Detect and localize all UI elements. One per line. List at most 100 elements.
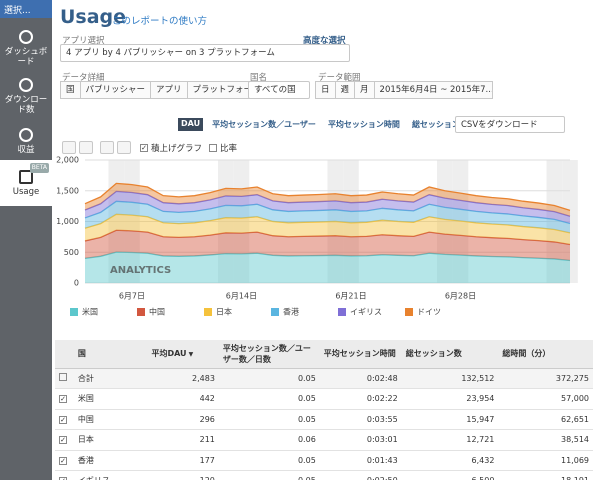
table-cell: 62,651 — [498, 409, 593, 430]
checkbox-cell — [55, 368, 74, 389]
table-cell: 120 — [147, 470, 219, 480]
checkbox[interactable]: ✓ — [59, 436, 67, 445]
table-cell: 0.05 — [218, 470, 320, 480]
table-cell: 0:02:50 — [319, 470, 402, 480]
legend-label: 米国 — [82, 307, 98, 317]
option-button[interactable]: 月 — [355, 81, 375, 99]
x-tick-label: 6月7日 — [119, 292, 145, 301]
select-button[interactable]: 選択... — [0, 0, 52, 18]
header-cell[interactable]: 平均DAU — [147, 340, 219, 369]
table-cell: 0:02:22 — [319, 388, 402, 410]
nav-revenue[interactable]: 収益 — [0, 128, 52, 155]
checkbox-cell: ✓ — [55, 450, 74, 471]
label: データ範囲 — [318, 73, 361, 83]
x-tick-label: 6月14日 — [226, 292, 257, 301]
nav-dashboard[interactable]: ダッシュボード — [0, 30, 52, 67]
table-cell: 0:01:43 — [319, 450, 402, 471]
table-cell: イギリス — [73, 470, 148, 480]
table-cell: 合計 — [73, 368, 148, 389]
area-line — [84, 251, 571, 262]
table-cell: 0.05 — [218, 409, 320, 430]
option-button[interactable]: パブリッシャー — [80, 81, 152, 99]
checkbox[interactable]: ✓ — [140, 143, 148, 152]
csv-button[interactable]: CSVをダウンロード — [455, 116, 565, 133]
page-title: Usage — [60, 6, 127, 28]
icon — [19, 78, 33, 92]
header-cell[interactable]: 平均セッション時間 — [319, 340, 402, 369]
table-cell: 57,000 — [498, 388, 593, 410]
checkbox-cell: ✓ — [55, 388, 74, 410]
checkbox[interactable]: ✓ — [59, 477, 67, 480]
checkbox-cell: ✓ — [55, 409, 74, 430]
metric-tab[interactable]: 総セッション数 — [411, 120, 468, 129]
table-cell: 日本 — [73, 429, 148, 451]
nav-downloads[interactable]: ダウンロード数 — [0, 78, 52, 115]
metric-tab[interactable]: 平均セッション時間 — [327, 120, 400, 129]
date-dropdown[interactable]: 2015年6月4日 ~ 2015年7... — [374, 81, 493, 99]
table-cell: 0:02:48 — [319, 368, 402, 389]
checkbox[interactable]: ✓ — [59, 456, 67, 465]
y-tick-label: 1,000 — [56, 217, 79, 226]
checkbox-cell: ✓ — [55, 470, 74, 480]
header-cell[interactable]: 平均セッション数／ユーザー数／日数 — [218, 340, 320, 369]
table-cell: 0.06 — [218, 429, 320, 451]
table-row: ✓ イギリス1200.050:02:506,50018,191 — [55, 470, 593, 480]
label: 国名 — [250, 73, 268, 83]
header-cell[interactable]: 総時間（分） — [498, 340, 593, 369]
area-line — [84, 182, 571, 212]
nav-usage[interactable]: BETA Usage — [0, 160, 52, 206]
table-row: 合計 2,483 0.05 0:02:48 132,512 372,275 — [55, 368, 593, 389]
table-cell: 11,069 — [498, 450, 593, 471]
table-cell: 0.05 — [218, 450, 320, 471]
detail-group: 国 パブリッシャー アプリ プラットフォーム — [60, 81, 267, 99]
table-cell: 0:03:55 — [319, 409, 402, 430]
checkbox-cell: ✓ — [55, 429, 74, 451]
checkbox[interactable]: ✓ — [59, 395, 67, 404]
tool-button[interactable] — [100, 141, 114, 154]
y-tick-label: 500 — [64, 248, 79, 257]
metric-tab[interactable]: DAU — [178, 118, 204, 131]
tool-button[interactable] — [62, 141, 76, 154]
table-cell: 0.05 — [218, 388, 320, 410]
table-cell: 米国 — [73, 388, 148, 410]
tool-button[interactable] — [117, 141, 131, 154]
table-cell: 12,721 — [401, 429, 499, 451]
area — [85, 252, 570, 283]
option-button[interactable]: アプリ — [151, 81, 188, 99]
tool-button[interactable] — [79, 141, 93, 154]
area — [85, 230, 570, 261]
checkbox[interactable] — [59, 373, 67, 382]
y-tick-label: 0 — [74, 279, 79, 288]
app-input[interactable]: 4 アプリ by 4 パブリッシャー on 3 プラットフォーム — [60, 44, 350, 62]
option-button[interactable]: 週 — [335, 81, 356, 99]
option-button[interactable]: 国 — [60, 81, 81, 99]
header-cell[interactable]: 総セッション数 — [401, 340, 499, 369]
checkbox[interactable] — [209, 143, 218, 152]
nav-label: 収益 — [17, 145, 35, 155]
advanced-link[interactable]: 高度な選択 — [303, 36, 346, 46]
legend-label: 香港 — [283, 307, 299, 317]
checkbox[interactable]: ✓ — [59, 415, 67, 424]
header-cell[interactable]: 国 — [73, 340, 148, 369]
table-cell: 23,954 — [401, 388, 499, 410]
range-group: 日 週 月 2015年6月4日 ~ 2015年7... — [315, 81, 493, 99]
area — [85, 214, 570, 245]
metric-tab[interactable]: 平均セッション数／ユーザー — [212, 120, 316, 129]
help-link[interactable]: このレポートの使い方 — [112, 16, 208, 27]
table-cell: 0:03:01 — [319, 429, 402, 451]
checkbox-label: 比率 — [220, 143, 238, 154]
legend-swatch — [137, 308, 145, 316]
area-line — [84, 229, 571, 246]
y-tick-label: 2,000 — [56, 156, 79, 165]
legend-swatch — [338, 308, 346, 316]
legend-label: 中国 — [149, 307, 165, 317]
area-line — [84, 200, 571, 225]
table-row: ✓ 香港 177 0.05 0:01:43 6,432 11,069 — [55, 450, 593, 471]
nav-label: ダウンロード数 — [4, 95, 48, 115]
area-line — [84, 190, 571, 217]
country-dropdown[interactable]: すべての国 — [248, 81, 310, 99]
option-button[interactable]: 日 — [315, 81, 336, 99]
legend-label: ドイツ — [417, 308, 441, 317]
data-table: 国平均DAU平均セッション数／ユーザー数／日数平均セッション時間総セッション数総… — [55, 340, 593, 480]
table-cell: 0.05 — [218, 368, 320, 389]
